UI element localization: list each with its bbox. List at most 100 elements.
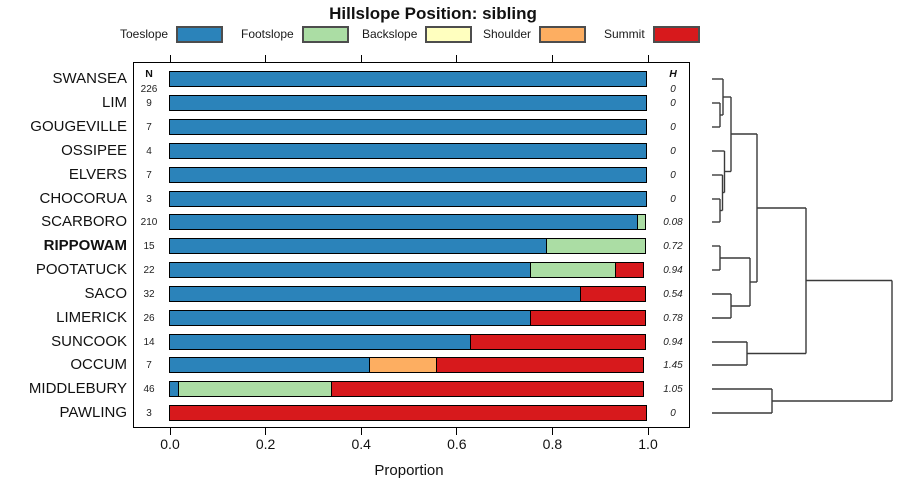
legend-swatch-backslope bbox=[425, 25, 473, 43]
legend-item-label: Footslope bbox=[241, 27, 294, 41]
bar-segment-summit bbox=[169, 405, 647, 421]
axis-tick bbox=[169, 55, 171, 62]
bar-segment-toeslope bbox=[169, 143, 647, 159]
axis-tick bbox=[647, 428, 649, 435]
axis-tick bbox=[265, 428, 267, 435]
h-value: 1.05 bbox=[663, 384, 683, 395]
legend-item-label: Backslope bbox=[362, 27, 418, 41]
axis-tick bbox=[456, 428, 458, 435]
h-column-header: H bbox=[669, 68, 677, 80]
n-value: 7 bbox=[146, 360, 152, 371]
bar-segment-summit bbox=[529, 310, 646, 326]
stacked-bar bbox=[169, 286, 646, 302]
n-value: 7 bbox=[146, 170, 152, 181]
axis-tick-label: 0.6 bbox=[447, 436, 467, 452]
h-value: 0 bbox=[670, 408, 676, 419]
n-value: 210 bbox=[140, 217, 158, 228]
h-value: 0.54 bbox=[663, 289, 683, 300]
h-value: 0 bbox=[670, 194, 676, 205]
axis-tick-label: 0.2 bbox=[255, 436, 276, 452]
h-value: 0 bbox=[670, 122, 676, 133]
h-value: 0.72 bbox=[663, 241, 683, 252]
n-value: 3 bbox=[146, 194, 152, 205]
bar-segment-footslope bbox=[636, 214, 646, 230]
legend-item-shoulder: Shoulder bbox=[483, 25, 587, 43]
legend-item-toeslope: Toeslope bbox=[120, 25, 224, 43]
row-label: CHOCORUA bbox=[39, 190, 127, 207]
stacked-bar bbox=[169, 119, 647, 135]
axis-tick bbox=[456, 55, 458, 62]
bar-segment-summit bbox=[579, 286, 646, 302]
h-value: 0.94 bbox=[663, 265, 683, 276]
stacked-bar bbox=[169, 262, 644, 278]
n-value: 14 bbox=[143, 337, 155, 348]
n-column-header: N bbox=[145, 68, 153, 80]
legend-item-label: Shoulder bbox=[483, 27, 532, 41]
bar-segment-summit bbox=[331, 381, 644, 397]
n-value: 3 bbox=[146, 408, 152, 419]
legend-swatch-footslope bbox=[301, 25, 349, 43]
axis-tick bbox=[551, 428, 553, 435]
axis-tick-label: 1.0 bbox=[638, 436, 658, 452]
legend-item-summit: Summit bbox=[604, 25, 700, 43]
stacked-bar bbox=[169, 405, 647, 421]
n-value: 22 bbox=[143, 265, 155, 276]
stacked-bar bbox=[169, 381, 644, 397]
axis-tick-label: 0.8 bbox=[542, 436, 563, 452]
axis-tick-label: 0.4 bbox=[351, 436, 371, 452]
stacked-bar bbox=[169, 334, 646, 350]
row-label: SWANSEA bbox=[52, 70, 127, 87]
h-value: 0 bbox=[670, 98, 676, 109]
legend-item-label: Summit bbox=[604, 27, 645, 41]
h-value: 0.08 bbox=[663, 217, 683, 228]
axis-tick bbox=[169, 428, 171, 435]
stacked-bar bbox=[169, 143, 647, 159]
bar-segment-toeslope bbox=[169, 119, 647, 135]
n-value: 15 bbox=[143, 241, 155, 252]
row-label: PAWLING bbox=[59, 404, 127, 421]
axis-tick bbox=[265, 55, 267, 62]
stacked-bar bbox=[169, 357, 644, 373]
row-label: OCCUM bbox=[70, 356, 127, 373]
n-value: 4 bbox=[146, 146, 152, 157]
h-value: 0 bbox=[670, 146, 676, 157]
legend-swatch-toeslope bbox=[176, 25, 224, 43]
axis-tick bbox=[551, 55, 553, 62]
row-label: RIPPOWAM bbox=[43, 237, 127, 254]
stacked-bar bbox=[169, 167, 647, 183]
row-label: SUNCOOK bbox=[51, 333, 127, 350]
n-value: 46 bbox=[143, 384, 155, 395]
row-label: OSSIPEE bbox=[61, 142, 127, 159]
h-value: 0 bbox=[670, 84, 676, 95]
h-value: 0 bbox=[670, 170, 676, 181]
stacked-bar bbox=[169, 191, 647, 207]
stacked-bar bbox=[169, 95, 647, 111]
axis-tick bbox=[360, 55, 362, 62]
axis-tick bbox=[360, 428, 362, 435]
row-label: POOTATUCK bbox=[35, 261, 127, 278]
bar-segment-summit bbox=[469, 334, 646, 350]
n-value: 7 bbox=[146, 122, 152, 133]
bar-segment-summit bbox=[436, 357, 644, 373]
n-value: 226 bbox=[140, 84, 158, 95]
row-label: SCARBORO bbox=[41, 213, 127, 230]
legend-swatch-summit bbox=[652, 25, 700, 43]
row-label: SACO bbox=[84, 285, 127, 302]
x-axis-label: Proportion bbox=[374, 462, 444, 479]
legend-item-label: Toeslope bbox=[120, 27, 169, 41]
row-label: MIDDLEBURY bbox=[28, 380, 127, 397]
row-label: ELVERS bbox=[68, 166, 127, 183]
n-value: 32 bbox=[143, 289, 155, 300]
stacked-bar bbox=[169, 238, 646, 254]
n-value: 26 bbox=[143, 313, 155, 324]
bar-segment-toeslope bbox=[169, 191, 647, 207]
plot-frame bbox=[133, 62, 690, 428]
axis-tick bbox=[647, 55, 649, 62]
legend-item-backslope: Backslope bbox=[362, 25, 473, 43]
h-value: 1.45 bbox=[663, 360, 683, 371]
stacked-bar bbox=[169, 214, 646, 230]
h-value: 0.94 bbox=[663, 337, 683, 348]
stacked-bar bbox=[169, 71, 647, 87]
